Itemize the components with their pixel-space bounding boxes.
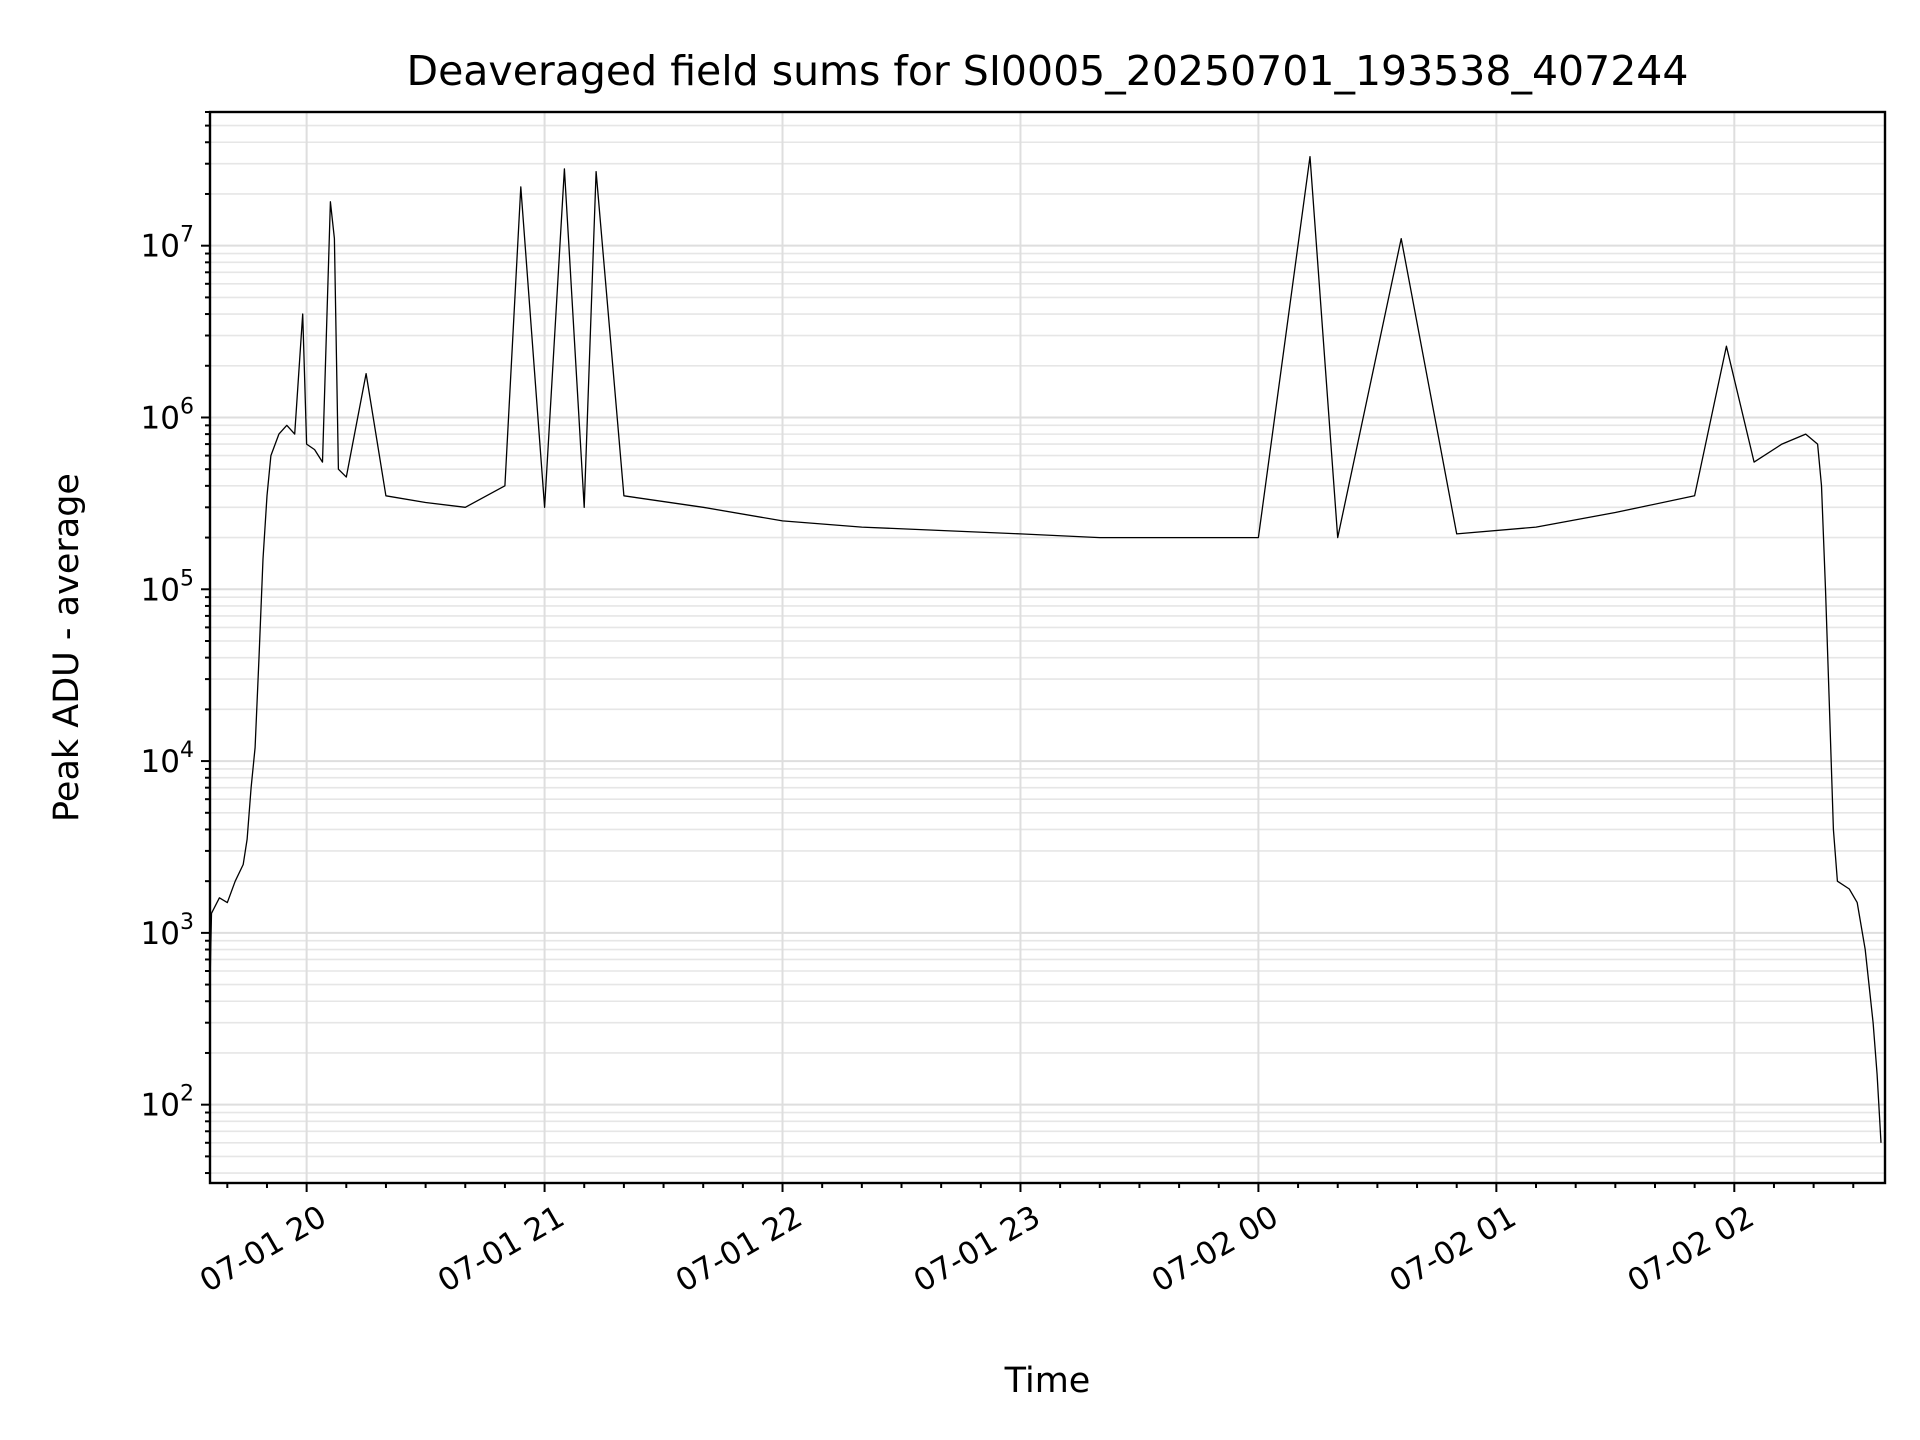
series-layer <box>209 155 1882 1143</box>
major-gridlines <box>210 112 1885 1183</box>
y-tick-exponent: 6 <box>180 394 194 419</box>
y-tick-label: 107 <box>141 223 194 265</box>
y-tick-exponent: 2 <box>180 1082 194 1107</box>
y-tick-exponent: 4 <box>180 738 194 763</box>
y-tick-base: 10 <box>141 916 180 952</box>
y-tick-base: 10 <box>141 572 180 608</box>
y-tick-label: 103 <box>141 910 194 952</box>
y-tick-base: 10 <box>141 744 180 780</box>
series-line <box>209 155 1882 1143</box>
chart-title: Deaveraged field sums for SI0005_2025070… <box>407 47 1689 95</box>
y-tick-label: 102 <box>141 1082 194 1124</box>
y-tick-base: 10 <box>141 1088 180 1124</box>
y-tick-base: 10 <box>141 400 180 436</box>
plot-frame <box>208 110 1887 1185</box>
y-tick-label: 106 <box>141 394 194 436</box>
x-axis-label: Time <box>1004 1361 1091 1401</box>
y-tick-exponent: 3 <box>180 910 194 935</box>
y-tick-exponent: 7 <box>180 223 194 248</box>
minor-gridlines <box>210 111 1885 1174</box>
y-axis-label: Peak ADU - average <box>47 473 87 822</box>
y-tick-base: 10 <box>141 229 180 265</box>
y-tick-exponent: 5 <box>180 566 194 591</box>
y-tick-label: 105 <box>141 566 194 608</box>
y-tick-label: 104 <box>141 738 194 780</box>
